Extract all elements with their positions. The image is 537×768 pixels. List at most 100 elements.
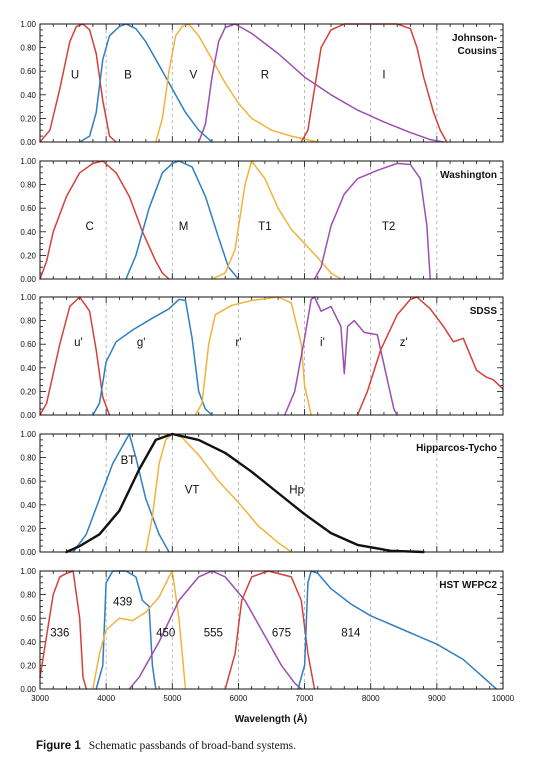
panel-title: HST WFPC2	[439, 580, 497, 591]
y-tick-label: 1.00	[20, 567, 36, 576]
band-label: V	[190, 70, 198, 82]
band-label: C	[85, 221, 93, 233]
x-tick-label: 4000	[97, 694, 115, 703]
y-tick-label: 0.00	[20, 138, 36, 147]
y-tick-label: 0.60	[20, 340, 36, 349]
passband-figure: 0.00 0.20 0.40 0.60 0.80 1.00 U B V R I Johnson- Cou…	[20, 20, 515, 725]
series-line-675	[224, 570, 316, 690]
figure-caption: Figure 1 Schematic passbands of broad-ban…	[36, 740, 296, 752]
y-tick-label: 1.00	[20, 430, 36, 439]
x-tick-label: 5000	[163, 694, 181, 703]
series-line-B	[78, 23, 213, 143]
series-line-450	[92, 570, 187, 690]
panel-title: SDSS	[470, 306, 498, 317]
panel-0: 0.00 0.20 0.40 0.60 0.80 1.00 U B V R I Johnson- Cou…	[20, 20, 504, 147]
y-tick-label: 0.40	[20, 501, 36, 510]
series-line-I	[300, 23, 448, 143]
series-line-V	[155, 23, 319, 143]
y-tick-label: 0.00	[20, 275, 36, 284]
y-tick-label: 1.00	[20, 157, 36, 166]
band-label: R	[261, 70, 269, 82]
band-label: 336	[50, 627, 69, 639]
series-line-555	[128, 570, 303, 690]
y-tick-label: 0.40	[20, 638, 36, 647]
panel-title: Johnson-	[452, 33, 497, 44]
band-label: VT	[185, 484, 200, 496]
y-tick-label: 0.60	[20, 614, 36, 623]
band-label: u'	[74, 337, 83, 349]
series-line-T1	[211, 160, 342, 280]
series-line-R	[197, 23, 445, 143]
band-label: 555	[204, 627, 223, 639]
series-line-U	[39, 23, 117, 143]
y-tick-label: 0.00	[20, 411, 36, 420]
y-tick-label: 0.20	[20, 251, 36, 260]
y-tick-label: 1.00	[20, 293, 36, 302]
caption-text: Schematic passbands of broad-band system…	[88, 740, 297, 752]
x-axis: 3000 4000 5000 6000 7000 8000 9000 10000	[31, 694, 515, 703]
panel-4: 0.00 0.20 0.40 0.60 0.80 1.00 336 439 450 555 675 8…	[20, 567, 504, 694]
panel-frame	[39, 23, 504, 143]
panel-2: 0.00 0.20 0.40 0.60 0.80 1.00 u' g' r' i' z' SDSS	[20, 293, 504, 420]
y-tick-label: 0.00	[20, 548, 36, 557]
y-tick-label: 0.40	[20, 228, 36, 237]
panel-frame	[39, 160, 504, 280]
x-tick-label: 6000	[230, 694, 248, 703]
panels-group: 0.00 0.20 0.40 0.60 0.80 1.00 U B V R I Johnson- Cou…	[20, 20, 504, 694]
y-tick-label: 0.60	[20, 67, 36, 76]
series-line-T2	[313, 162, 431, 280]
panel-frame	[39, 570, 504, 690]
band-label: T1	[258, 221, 271, 233]
x-axis-title: Wavelength (Å)	[235, 712, 307, 725]
band-label: r'	[235, 337, 241, 349]
y-tick-label: 0.20	[20, 661, 36, 670]
series-line-g	[92, 298, 213, 416]
series-line-336	[39, 570, 88, 690]
y-tick-label: 0.20	[20, 114, 36, 123]
series-line-Hp	[65, 432, 425, 554]
y-tick-label: 0.40	[20, 364, 36, 373]
y-tick-label: 0.80	[20, 317, 36, 326]
band-label: M	[179, 221, 189, 233]
band-label: 439	[113, 597, 132, 609]
band-label: T2	[382, 221, 395, 233]
y-tick-label: 0.80	[20, 181, 36, 190]
panel-1: 0.00 0.20 0.40 0.60 0.80 1.00 C M T1 T2 Washington	[20, 157, 504, 284]
y-tick-label: 0.60	[20, 477, 36, 486]
band-label: 814	[341, 627, 361, 639]
series-line-z	[356, 296, 504, 416]
y-tick-label: 1.00	[20, 20, 36, 29]
series-line-u	[39, 296, 111, 416]
band-label: 450	[156, 627, 175, 639]
band-label: i'	[320, 337, 325, 349]
x-tick-label: 8000	[362, 694, 380, 703]
x-tick-label: 10000	[492, 694, 515, 703]
panel-frame	[39, 433, 504, 553]
panel-3: 0.00 0.20 0.40 0.60 0.80 1.00 BT VT Hp Hipparcos-…	[20, 430, 504, 557]
caption-label: Figure 1	[36, 740, 81, 752]
series-line-r	[194, 296, 312, 416]
series-line-814	[297, 570, 498, 690]
y-tick-label: 0.60	[20, 204, 36, 213]
series-line-i	[283, 296, 398, 416]
panel-title: Washington	[440, 170, 497, 181]
y-tick-label: 0.80	[20, 454, 36, 463]
band-label: B	[124, 70, 132, 82]
band-label: BT	[121, 455, 136, 467]
band-label: U	[71, 70, 79, 82]
band-label: I	[382, 70, 385, 82]
y-tick-label: 0.20	[20, 387, 36, 396]
x-tick-label: 3000	[31, 694, 49, 703]
band-label: Hp	[289, 484, 304, 496]
panel-frame	[39, 296, 504, 416]
y-tick-label: 0.00	[20, 685, 36, 694]
series-line-BT	[72, 433, 170, 553]
band-label: 675	[272, 627, 291, 639]
y-tick-label: 0.80	[20, 44, 36, 53]
x-tick-label: 7000	[296, 694, 314, 703]
y-tick-label: 0.20	[20, 524, 36, 533]
series-line-VT	[145, 433, 293, 553]
y-tick-label: 0.40	[20, 91, 36, 100]
y-tick-label: 0.80	[20, 591, 36, 600]
x-tick-label: 9000	[428, 694, 446, 703]
